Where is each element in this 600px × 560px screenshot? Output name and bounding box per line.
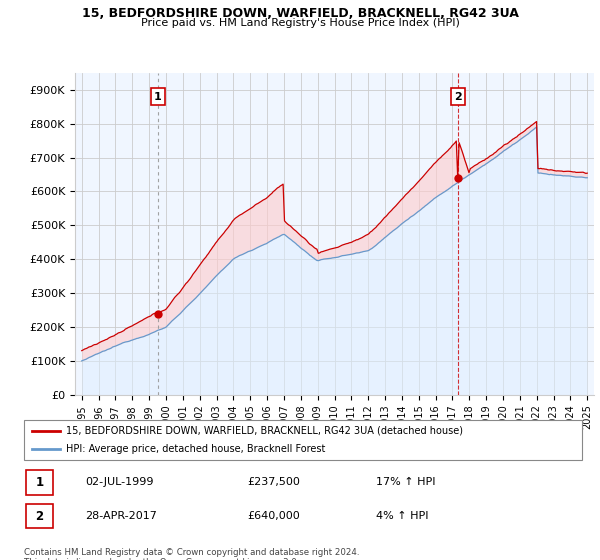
Text: 28-APR-2017: 28-APR-2017 [85, 511, 157, 521]
Text: Price paid vs. HM Land Registry's House Price Index (HPI): Price paid vs. HM Land Registry's House … [140, 18, 460, 28]
Text: 2: 2 [35, 510, 44, 522]
Text: 17% ↑ HPI: 17% ↑ HPI [376, 478, 435, 487]
Text: £640,000: £640,000 [247, 511, 300, 521]
Text: 15, BEDFORDSHIRE DOWN, WARFIELD, BRACKNELL, RG42 3UA: 15, BEDFORDSHIRE DOWN, WARFIELD, BRACKNE… [82, 7, 518, 20]
Text: 1: 1 [154, 91, 161, 101]
Text: 1: 1 [35, 476, 44, 489]
FancyBboxPatch shape [26, 470, 53, 494]
Text: £237,500: £237,500 [247, 478, 300, 487]
Text: 2: 2 [454, 91, 462, 101]
FancyBboxPatch shape [26, 504, 53, 528]
FancyBboxPatch shape [24, 420, 582, 460]
Text: 4% ↑ HPI: 4% ↑ HPI [376, 511, 428, 521]
Text: HPI: Average price, detached house, Bracknell Forest: HPI: Average price, detached house, Brac… [66, 445, 325, 454]
Text: 02-JUL-1999: 02-JUL-1999 [85, 478, 154, 487]
Text: Contains HM Land Registry data © Crown copyright and database right 2024.
This d: Contains HM Land Registry data © Crown c… [24, 548, 359, 560]
Text: 15, BEDFORDSHIRE DOWN, WARFIELD, BRACKNELL, RG42 3UA (detached house): 15, BEDFORDSHIRE DOWN, WARFIELD, BRACKNE… [66, 426, 463, 436]
